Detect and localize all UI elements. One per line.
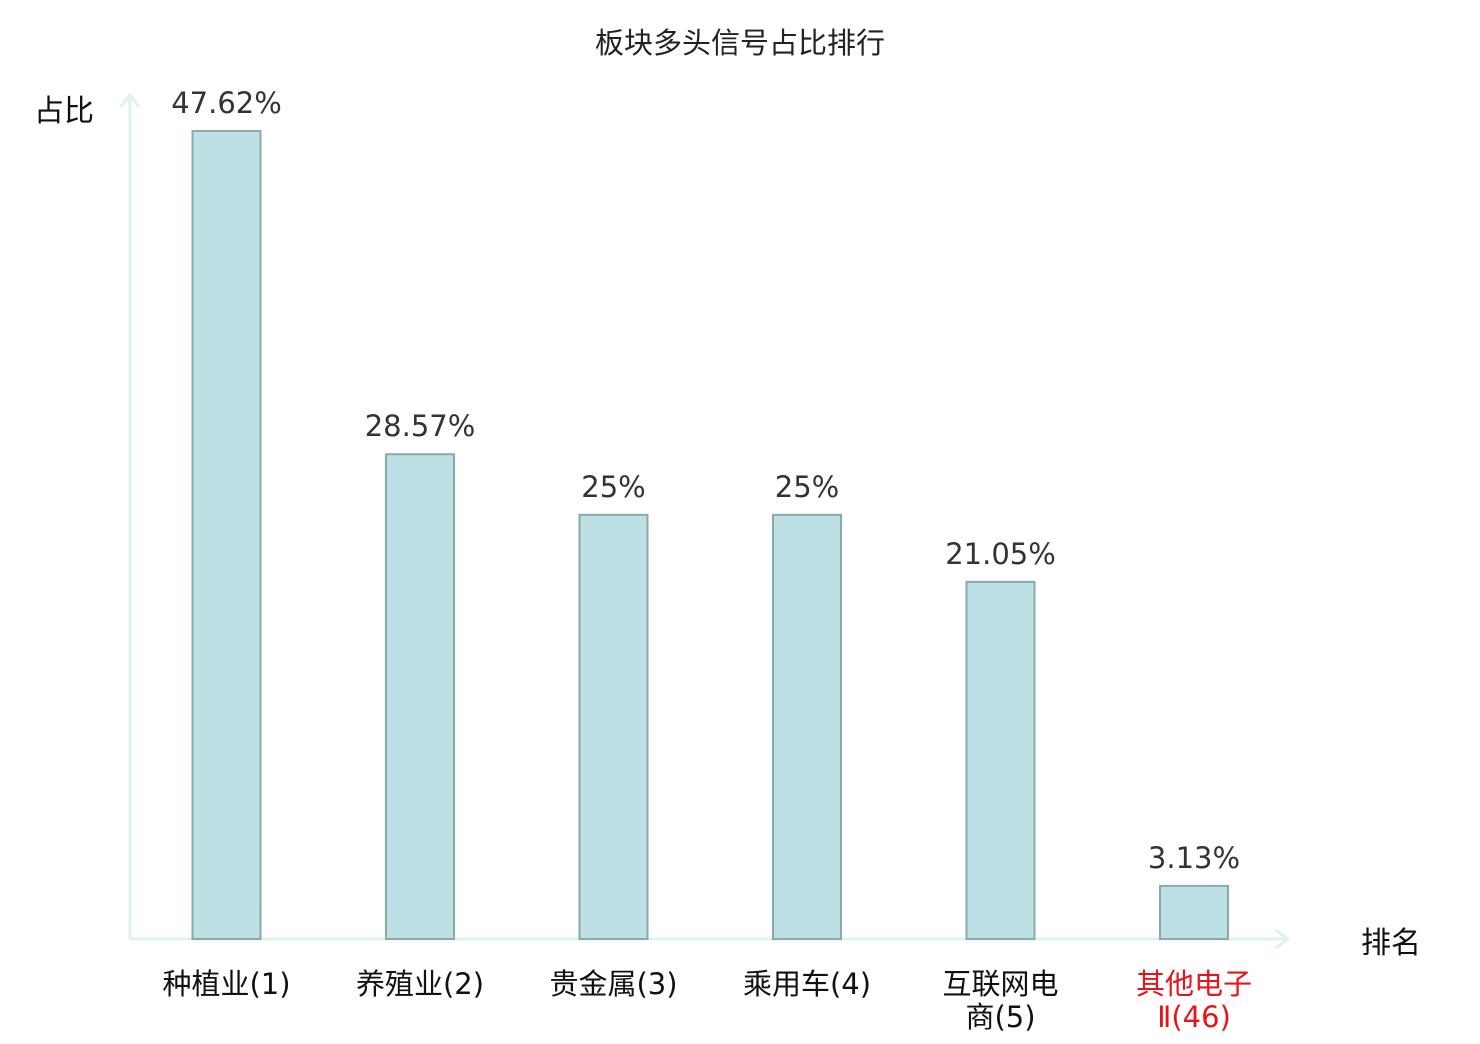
category-label-5-line-1: 互联网电 — [942, 967, 1058, 1001]
value-label-2: 28.57% — [365, 409, 476, 443]
x-axis-label: 排名 — [1361, 926, 1421, 961]
bar-6 — [1159, 884, 1229, 941]
axes — [119, 92, 1291, 950]
category-label-4: 乘用车(4) — [743, 967, 871, 1001]
chart-title: 板块多头信号占比排行 — [595, 26, 885, 60]
y-axis-label: 占比 — [34, 94, 94, 129]
value-label-4: 25% — [775, 470, 839, 504]
value-label-5: 21.05% — [945, 537, 1056, 571]
bar-2 — [385, 453, 455, 940]
value-label-6: 3.13% — [1148, 841, 1240, 875]
category-label-1: 种植业(1) — [162, 967, 290, 1001]
category-label-5-line-2: 商(5) — [965, 1000, 1035, 1034]
category-label-3: 贵金属(3) — [549, 967, 677, 1001]
bar-1 — [191, 130, 262, 940]
value-label-1: 47.62% — [171, 86, 282, 120]
bar-3 — [578, 513, 649, 940]
category-label-6-line-1: 其他电子 — [1136, 967, 1252, 1001]
category-label-6-line-2: Ⅱ(46) — [1157, 1000, 1231, 1034]
category-label-2: 养殖业(2) — [356, 967, 484, 1001]
value-label-3: 25% — [581, 470, 645, 504]
x-axis-arrow — [1275, 928, 1291, 950]
bar-5 — [965, 580, 1036, 940]
value-labels-group: 47.62% 28.57% 25% 25% 21.05% 3.13% — [171, 86, 1240, 875]
bars-group — [191, 130, 1229, 941]
y-axis-arrow — [119, 92, 141, 108]
bar-4 — [772, 513, 842, 940]
